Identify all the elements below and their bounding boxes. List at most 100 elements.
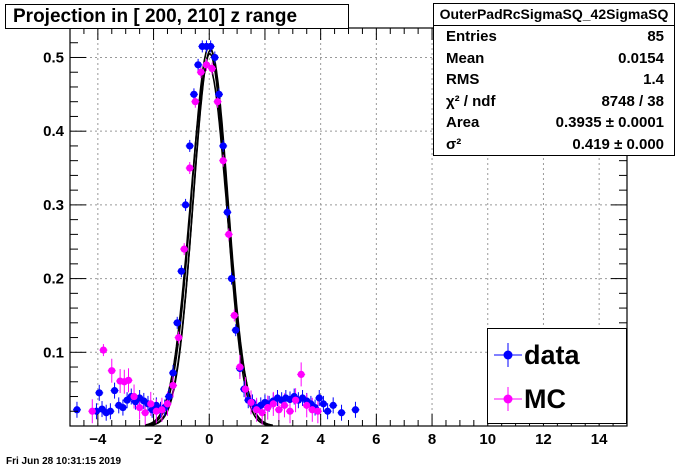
x-tick-label: 12 xyxy=(535,431,552,448)
mc-point xyxy=(230,311,238,320)
stats-row-chi2: χ² / ndf 8748 / 38 xyxy=(434,91,674,113)
data-point xyxy=(95,389,103,397)
mc-point xyxy=(236,363,244,371)
stats-row-area: Area 0.3935 ± 0.0001 xyxy=(434,112,674,134)
mc-point xyxy=(202,61,211,69)
data-point xyxy=(173,319,181,327)
data-point xyxy=(211,53,219,62)
data-point xyxy=(165,392,173,401)
mc-point xyxy=(147,400,155,408)
data-points xyxy=(73,42,360,417)
x-tick-label: 2 xyxy=(261,431,269,448)
mc-point xyxy=(191,98,199,106)
data-point xyxy=(215,90,223,98)
x-tick-label: 4 xyxy=(316,431,325,448)
mc-point xyxy=(225,230,233,238)
y-tick-label: 0.1 xyxy=(43,344,64,361)
legend-label: data xyxy=(524,340,580,370)
data-point xyxy=(119,403,127,412)
timestamp: Fri Jun 28 10:31:15 2019 xyxy=(6,456,122,467)
mc-point xyxy=(163,400,172,408)
data-point xyxy=(227,274,236,283)
stats-value: 1.4 xyxy=(643,71,664,88)
mc-point xyxy=(219,157,227,165)
mc-point xyxy=(286,407,294,415)
data-point xyxy=(194,61,202,69)
data-point xyxy=(329,401,337,409)
x-tick-label: 0 xyxy=(205,431,213,448)
y-tick-label: 0.5 xyxy=(43,49,64,66)
x-tick-label: 8 xyxy=(428,431,436,448)
data-point xyxy=(219,142,227,150)
data-point xyxy=(186,142,194,150)
data-point xyxy=(177,267,185,275)
mc-point xyxy=(169,381,177,390)
stats-value: 0.0154 xyxy=(618,49,664,67)
mc-point xyxy=(108,367,116,375)
mc-point xyxy=(152,407,160,415)
mc-point xyxy=(247,398,255,407)
legend-marker-icon xyxy=(494,343,522,367)
stats-row-mean: Mean 0.0154 xyxy=(434,48,674,70)
data-point xyxy=(73,406,81,414)
mc-point xyxy=(258,409,266,417)
data-point xyxy=(324,407,332,415)
stats-label: RMS xyxy=(446,71,480,88)
stats-label: Area xyxy=(446,114,480,131)
mc-point xyxy=(208,64,216,73)
mc-point xyxy=(241,385,250,393)
stats-value: 0.3935 ± 0.0001 xyxy=(555,114,664,131)
mc-point xyxy=(158,406,166,414)
stats-label: χ² / ndf xyxy=(446,92,496,110)
mc-point xyxy=(214,98,222,106)
chart-title: Projection in [ 200, 210] z range xyxy=(5,4,349,29)
x-tick-label: 14 xyxy=(591,431,608,448)
mc-point xyxy=(175,333,183,342)
mc-point xyxy=(291,396,300,404)
legend-item-mc: MC xyxy=(488,379,626,419)
legend-marker-icon xyxy=(494,387,522,411)
mc-point xyxy=(186,164,194,172)
mc-point xyxy=(197,68,205,76)
data-point xyxy=(337,409,346,417)
data-point xyxy=(169,369,177,377)
mc-point xyxy=(136,403,144,412)
tick-labels: −4 −2 0 2 4 6 8 10 12 14 0.1 0.2 0.3 0.4 0.5 xyxy=(43,49,608,448)
stats-label: Mean xyxy=(446,49,485,67)
y-tick-label: 0.2 xyxy=(43,271,64,288)
data-point xyxy=(315,394,323,402)
mc-point xyxy=(124,376,133,384)
mc-point xyxy=(99,346,108,354)
mc-point xyxy=(180,245,188,253)
data-point xyxy=(223,208,231,216)
data-point xyxy=(106,407,114,415)
stats-label: Entries xyxy=(446,28,497,45)
stats-value: 85 xyxy=(647,28,664,45)
mc-point xyxy=(297,370,305,379)
mc-point xyxy=(269,400,277,408)
mc-point xyxy=(280,401,289,409)
data-point xyxy=(351,406,360,414)
data-point xyxy=(232,326,240,334)
stats-row-rms: RMS 1.4 xyxy=(434,69,674,91)
x-tick-label: −4 xyxy=(89,431,107,448)
legend: data MC xyxy=(487,328,627,424)
mc-point xyxy=(303,401,311,409)
stats-value: 0.419 ± 0.000 xyxy=(572,135,664,153)
mc-point xyxy=(275,406,283,414)
mc-point xyxy=(141,409,149,417)
mc-point xyxy=(252,406,261,414)
x-tick-label: −2 xyxy=(145,431,162,448)
mc-point xyxy=(314,407,322,415)
legend-label: MC xyxy=(524,384,566,414)
mc-point xyxy=(264,403,272,412)
x-tick-label: 10 xyxy=(479,431,496,448)
mc-point xyxy=(88,407,96,415)
stats-label: σ² xyxy=(446,135,462,153)
stats-row-entries: Entries 85 xyxy=(434,26,674,48)
data-point xyxy=(319,400,328,408)
mc-point xyxy=(308,406,316,414)
stats-histogram-name: OuterPadRcSigmaSQ_42SigmaSQ xyxy=(434,4,674,26)
mc-point xyxy=(130,392,138,401)
y-tick-label: 0.4 xyxy=(43,123,65,140)
